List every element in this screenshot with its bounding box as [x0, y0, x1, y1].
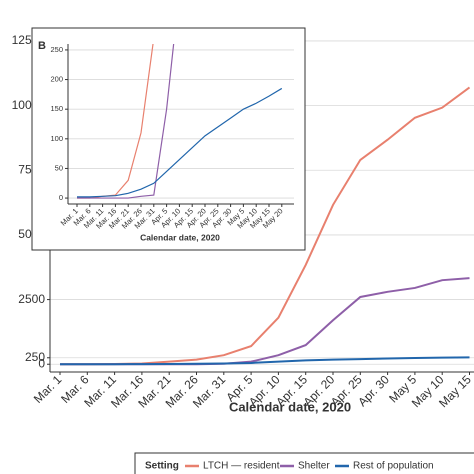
- x-axis-title: Calendar date, 2020: [229, 399, 351, 414]
- panel-label: B: [38, 40, 46, 52]
- series-line: [60, 356, 470, 366]
- y-tick-label: 250: [50, 45, 63, 54]
- series-line: [60, 277, 470, 366]
- legend: Setting LTCH — resident Shelter Rest of pop…: [134, 452, 474, 474]
- y-tick-label: 2500: [18, 292, 45, 306]
- y-tick-label: 200: [50, 75, 63, 84]
- legend-title: Setting: [145, 461, 179, 472]
- y-tick-label: 0: [59, 193, 63, 202]
- y-tick-label: 250: [25, 350, 45, 364]
- legend-box: [134, 452, 474, 474]
- series-line: [77, 44, 175, 199]
- legend-label: Rest of population: [353, 461, 434, 472]
- y-tick-label: 50: [55, 163, 63, 172]
- y-tick-label: 100: [50, 134, 63, 143]
- x-tick-label: Apr. 30: [355, 372, 392, 409]
- legend-label: LTCH — resident: [203, 461, 280, 472]
- legend-label: Shelter: [298, 461, 330, 472]
- y-tick-label: 150: [50, 104, 63, 113]
- series-line: [77, 87, 283, 198]
- x-axis-title: Calendar date, 2020: [140, 232, 220, 242]
- x-tick-label: Mar. 1: [31, 372, 65, 406]
- y-tick-label: 0: [38, 356, 45, 370]
